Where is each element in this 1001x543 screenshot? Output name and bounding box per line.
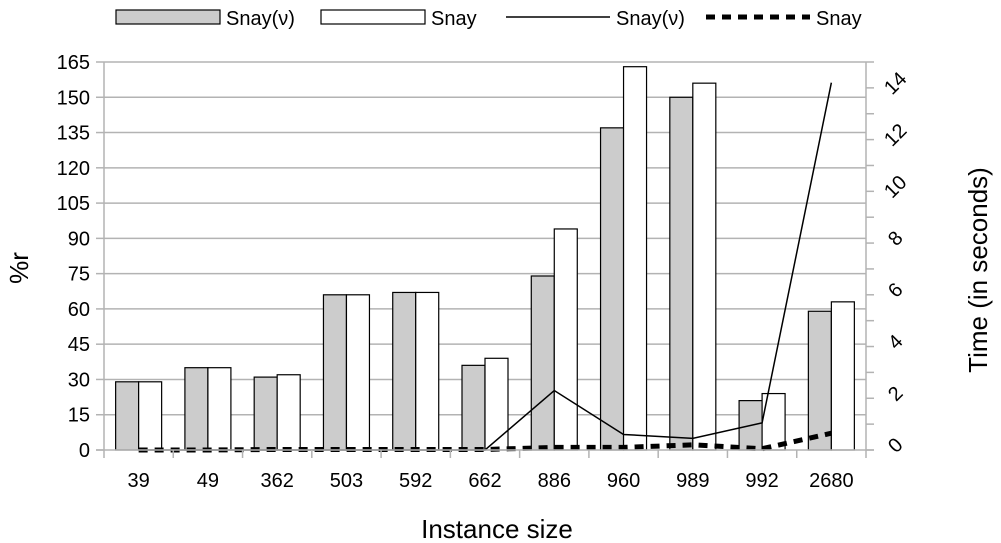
bar (345, 294, 371, 451)
y-tick-label: 150 (57, 87, 90, 109)
y-axis-title: %r (4, 252, 34, 284)
bar (530, 275, 555, 451)
bar (761, 392, 786, 451)
y2-tick-label: 12 (880, 120, 911, 151)
x-tick-label: 989 (676, 470, 709, 492)
x-tick-label: 662 (468, 470, 501, 492)
y2-tick-label: 6 (884, 279, 907, 302)
legend-swatch (320, 9, 426, 25)
bar (622, 66, 648, 451)
y2-tick-label: 4 (884, 331, 907, 354)
bar (184, 367, 209, 451)
legend-label: Snay (431, 8, 477, 30)
legend-swatch (115, 9, 221, 25)
x-tick-label: 592 (399, 470, 432, 492)
y-tick-label: 90 (68, 228, 90, 250)
y2-tick-label: 8 (884, 227, 907, 250)
bar (669, 96, 694, 451)
bar (461, 364, 486, 451)
axes (96, 61, 874, 458)
y2-axis-title: Time (in seconds) (963, 167, 993, 373)
bar (830, 301, 855, 451)
x-tick-label: 39 (128, 470, 150, 492)
bar (138, 381, 163, 451)
y-tick-label: 0 (79, 440, 90, 462)
y2-tick-label: 10 (880, 171, 911, 202)
bar (207, 367, 232, 451)
y-tick-label: 75 (68, 264, 90, 286)
y-tick-label: 120 (57, 158, 90, 180)
y2-tick-label: 0 (884, 434, 907, 457)
bar (392, 291, 417, 451)
y-tick-label: 45 (68, 334, 90, 356)
bar (276, 374, 301, 451)
bar (553, 228, 578, 451)
x-tick-label: 2680 (809, 470, 854, 492)
bar (807, 310, 832, 451)
bar (484, 357, 509, 451)
y-tick-label: 15 (68, 405, 90, 427)
bar (692, 82, 717, 451)
y-tick-label: 165 (57, 52, 90, 74)
x-tick-label: 886 (538, 470, 571, 492)
bar (115, 381, 140, 451)
x-axis-title: Instance size (421, 514, 573, 543)
x-tick-label: 992 (745, 470, 778, 492)
y2-tick-label: 2 (884, 382, 907, 405)
y-tick-label: 105 (57, 193, 90, 215)
legend-label: Snay(ν) (226, 8, 295, 30)
bars (115, 66, 855, 451)
bar (322, 294, 348, 451)
legend-label: Snay(ν) (616, 8, 685, 30)
bar (599, 127, 625, 451)
y-tick-label: 60 (68, 299, 90, 321)
x-tick-label: 362 (260, 470, 293, 492)
y-tick-label: 135 (57, 123, 90, 145)
legend-label: Snay (816, 8, 862, 30)
x-tick-label: 960 (607, 470, 640, 492)
bar (415, 291, 440, 451)
x-tick-label: 503 (330, 470, 363, 492)
x-tick-label: 49 (197, 470, 219, 492)
bar (253, 376, 278, 451)
legend: Snay(ν) Snay Snay(ν) Snay (115, 8, 862, 30)
y2-tick-label: 14 (880, 68, 911, 99)
y-tick-label: 30 (68, 369, 90, 391)
